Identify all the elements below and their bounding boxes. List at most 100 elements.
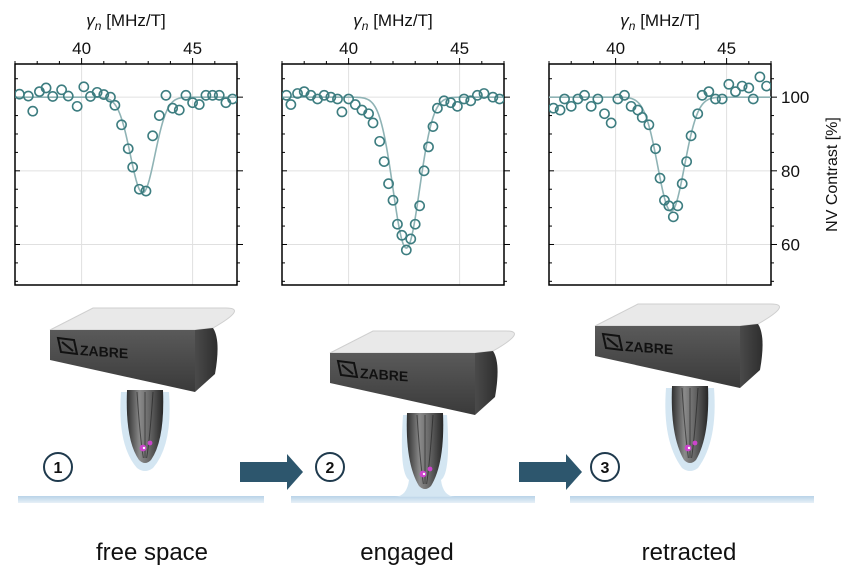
x-tick-label: 45 <box>183 39 202 58</box>
caption-engaged: engaged <box>360 539 453 566</box>
step-number: 1 <box>54 460 63 477</box>
data-point <box>685 130 697 142</box>
data-point <box>579 89 590 101</box>
data-point <box>332 93 343 105</box>
x-tick-label: 40 <box>72 39 91 58</box>
data-point <box>22 90 34 102</box>
sample-surface <box>570 496 814 503</box>
illustration-retracted: ZABRE <box>570 303 814 503</box>
data-point <box>559 93 570 105</box>
data-point <box>672 200 684 212</box>
data-point <box>318 89 330 101</box>
data-point <box>716 93 728 105</box>
holder-front <box>595 326 740 388</box>
data-point <box>554 104 566 116</box>
data-point <box>200 89 212 101</box>
data-point <box>383 178 394 190</box>
data-point <box>703 86 715 98</box>
data-point <box>487 91 499 103</box>
chart-panel-free-space: 40 45 γn [MHz/T] <box>14 11 243 286</box>
holder-front <box>50 330 195 392</box>
data-point <box>147 130 159 142</box>
data-point <box>743 82 755 94</box>
data-point <box>458 93 470 105</box>
data-point <box>730 86 741 98</box>
data-point <box>78 81 90 93</box>
data-point <box>605 117 617 129</box>
holder-side <box>195 328 218 392</box>
data-point <box>761 80 771 92</box>
data-point <box>109 99 121 111</box>
data-point <box>692 108 704 120</box>
nv-center-icon <box>147 440 153 446</box>
data-point <box>710 93 721 105</box>
step-number: 2 <box>326 460 335 477</box>
caption-retracted: retracted <box>642 539 737 566</box>
data-point <box>494 93 504 105</box>
x-tick-label: 40 <box>606 39 625 58</box>
data-point <box>409 218 421 230</box>
data-point <box>438 95 450 107</box>
step-number: 3 <box>601 460 610 477</box>
fit-curve <box>15 96 237 194</box>
step-badge-1: 1 <box>43 452 73 482</box>
zabre-logo: ZABRE <box>336 359 408 384</box>
data-point <box>140 185 152 197</box>
data-point <box>471 89 483 101</box>
data-point <box>451 100 463 112</box>
data-point <box>349 99 361 110</box>
data-point <box>193 99 205 110</box>
nv-center-icon <box>427 466 433 472</box>
data-point <box>116 119 127 131</box>
x-tick-label: 45 <box>450 39 469 58</box>
holder-front <box>330 353 475 415</box>
data-point <box>173 104 185 116</box>
data-point <box>47 91 59 102</box>
svg-text:ZABRE: ZABRE <box>80 342 128 361</box>
data-point <box>336 106 348 118</box>
y-tick-label: 100 <box>781 88 809 107</box>
chart-panel-retracted: 40 45 γn [MHz/T] 60 80 100 NV Contrast [%] <box>548 11 841 286</box>
y-tick-label: 80 <box>781 162 800 181</box>
data-point <box>676 178 688 190</box>
fit-curve <box>549 96 771 213</box>
arrow-icon <box>240 454 303 490</box>
data-point <box>723 78 735 90</box>
data-point <box>153 110 165 121</box>
data-point <box>343 93 354 105</box>
x-axis-label: γn [MHz/T] <box>620 11 699 33</box>
data-point <box>56 84 68 96</box>
data-point <box>392 218 403 230</box>
data-point <box>187 97 198 109</box>
data-point <box>643 119 655 131</box>
holder-top <box>49 307 235 331</box>
data-point <box>650 143 661 155</box>
sample-surface <box>18 496 264 503</box>
data-point <box>105 91 116 103</box>
data-point <box>747 93 759 105</box>
data-point <box>213 89 225 101</box>
nv-center-icon <box>692 440 698 446</box>
data-point <box>374 135 386 147</box>
chart-panel-engaged: 40 45 γn [MHz/T] <box>281 11 510 286</box>
holder-side <box>740 324 763 388</box>
data-point <box>396 229 408 241</box>
data-point <box>98 89 110 100</box>
holder-side <box>475 351 498 415</box>
data-point <box>414 200 426 212</box>
data-point <box>367 117 379 129</box>
data-point <box>122 143 134 155</box>
data-point <box>592 93 604 105</box>
data-point <box>427 121 439 133</box>
data-point <box>599 108 610 120</box>
data-point <box>325 91 337 103</box>
illustration-free-space: ZABRE <box>18 307 264 503</box>
data-point <box>40 82 52 94</box>
data-point <box>681 156 693 168</box>
data-point <box>423 141 434 153</box>
data-point <box>285 99 297 110</box>
data-point <box>478 88 490 99</box>
data-point <box>282 89 292 101</box>
svg-text:ZABRE: ZABRE <box>625 338 673 357</box>
